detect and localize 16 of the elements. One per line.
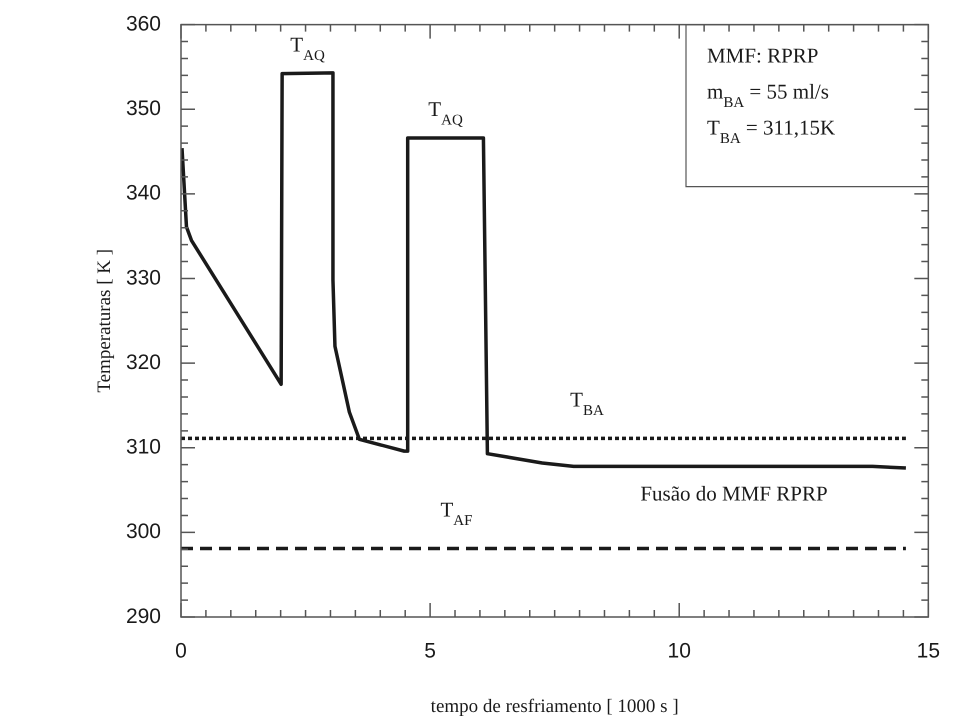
y-tick-label: 290 bbox=[126, 604, 161, 628]
y-tick-label: 360 bbox=[126, 12, 161, 36]
x-tick-label: 15 bbox=[916, 639, 940, 662]
x-tick-label: 0 bbox=[175, 639, 187, 662]
y-tick-label: 340 bbox=[126, 182, 161, 205]
x-axis-title: tempo de resfriamento [ 1000 s ] bbox=[430, 696, 679, 717]
y-axis-title: Temperaturas [ K ] bbox=[94, 248, 115, 393]
x-tick-label: 5 bbox=[424, 639, 436, 662]
annotation: Fusão do MMF RPRP bbox=[640, 481, 828, 506]
y-tick-label: 300 bbox=[126, 520, 161, 544]
x-tick-label: 10 bbox=[668, 639, 691, 662]
y-tick-label: 310 bbox=[126, 436, 161, 459]
annotation: MMF: RPRP bbox=[707, 44, 818, 68]
y-tick-label: 350 bbox=[126, 97, 161, 120]
y-tick-label: 320 bbox=[126, 350, 161, 374]
y-tick-label: 330 bbox=[126, 266, 161, 290]
